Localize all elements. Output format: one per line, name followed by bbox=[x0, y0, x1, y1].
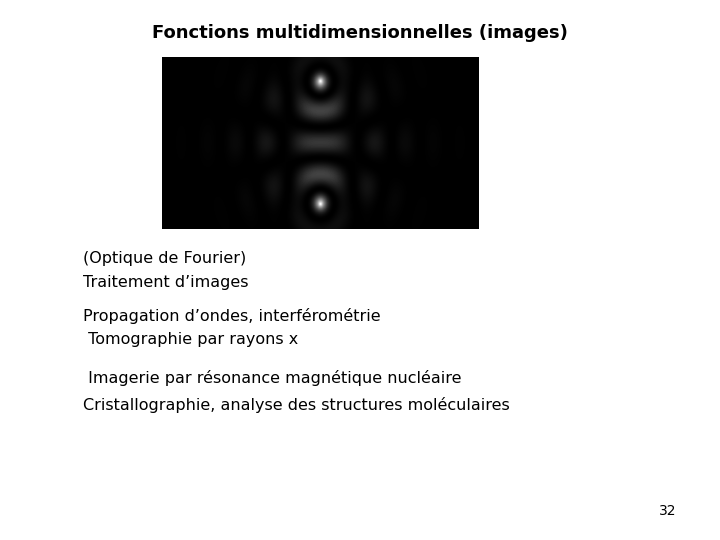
Text: (Optique de Fourier): (Optique de Fourier) bbox=[83, 251, 246, 266]
Text: 32: 32 bbox=[660, 504, 677, 518]
Text: Traitement d’images: Traitement d’images bbox=[83, 275, 248, 291]
Text: Propagation d’ondes, interférométrie: Propagation d’ondes, interférométrie bbox=[83, 308, 380, 324]
Text: Tomographie par rayons x: Tomographie par rayons x bbox=[83, 332, 298, 347]
Text: Imagerie par résonance magnétique nucléaire: Imagerie par résonance magnétique nucléa… bbox=[83, 370, 462, 386]
Text: Cristallographie, analyse des structures moléculaires: Cristallographie, analyse des structures… bbox=[83, 397, 510, 413]
Text: Fonctions multidimensionnelles (images): Fonctions multidimensionnelles (images) bbox=[152, 24, 568, 42]
